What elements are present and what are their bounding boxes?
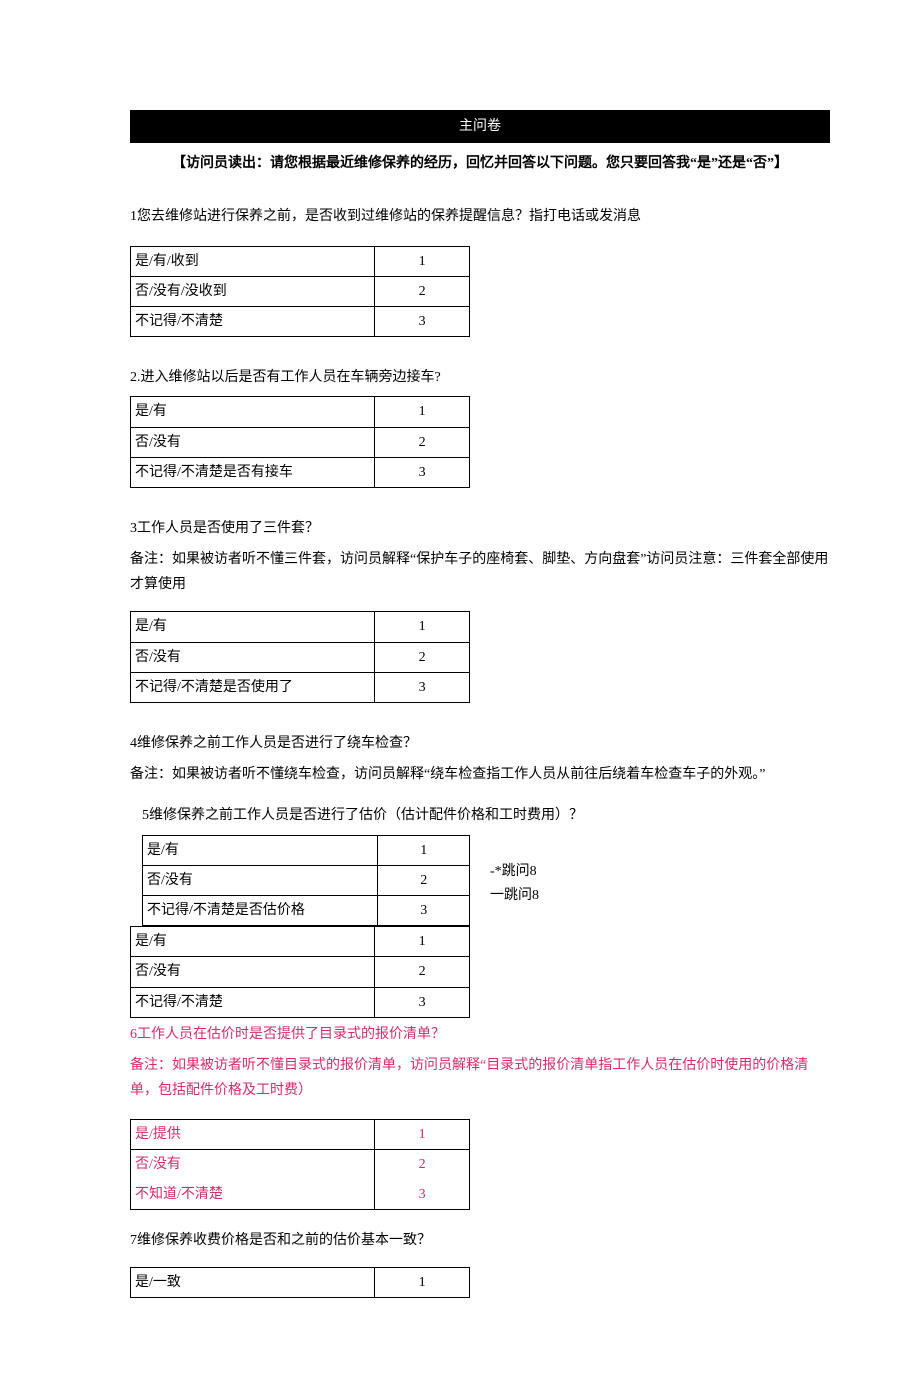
- option-label: 否/没有/没收到: [131, 276, 375, 306]
- q2-text: 2.进入维修站以后是否有工作人员在车辆旁边接车?: [130, 365, 830, 390]
- table-row: 是/有 1: [131, 927, 470, 957]
- intro-text: 【访问员读出：请您根据最近维修保养的经历，回忆并回答以下问题。您只要回答我“是”…: [130, 151, 830, 176]
- option-label: 不知道/不清楚: [131, 1180, 375, 1210]
- option-code: 3: [378, 895, 470, 925]
- table-row: 否/没有 2: [131, 957, 470, 987]
- q4-note: 备注：如果被访者听不懂绕车检查，访问员解释“绕车检查指工作人员从前往后绕着车检查…: [130, 762, 830, 787]
- table-row: 不记得/不清楚 3: [131, 987, 470, 1017]
- option-code: 1: [375, 927, 470, 957]
- table-row: 否/没有 2: [131, 1150, 470, 1180]
- q6-note: 备注：如果被访者听不懂目录式的报价清单，访问员解释“目录式的报价清单指工作人员在…: [130, 1053, 830, 1103]
- table-row: 不记得/不清楚是否有接车 3: [131, 457, 470, 487]
- q4-text: 4维修保养之前工作人员是否进行了绕车检查？: [130, 731, 830, 756]
- q1-options-table: 是/有/收到 1 否/没有/没收到 2 不记得/不清楚 3: [130, 246, 470, 338]
- option-code: 2: [375, 957, 470, 987]
- option-code: 2: [375, 427, 470, 457]
- option-code: 2: [375, 1150, 470, 1180]
- option-code: 1: [375, 397, 470, 427]
- table-row: 是/提供 1: [131, 1120, 470, 1150]
- option-label: 否/没有: [131, 957, 375, 987]
- option-label: 不记得/不清楚是否估价格: [143, 895, 378, 925]
- table-row: 不知道/不清楚 3: [131, 1180, 470, 1210]
- q1-text: 1您去维修站进行保养之前，是否收到过维修站的保养提醒信息？指打电话或发消息: [130, 204, 830, 229]
- option-code: 2: [375, 276, 470, 306]
- option-label: 不记得/不清楚是否使用了: [131, 672, 375, 702]
- option-code: 2: [375, 642, 470, 672]
- option-label: 否/没有: [131, 427, 375, 457]
- option-label: 否/没有: [131, 1150, 375, 1180]
- table-row: 否/没有 2: [131, 427, 470, 457]
- q5-options-table-a: 是/有 1 否/没有 2 不记得/不清楚是否估价格 3: [142, 835, 470, 927]
- q3-note: 备注：如果被访者听不懂三件套，访问员解释“保护车子的座椅套、脚垫、方向盘套”访问…: [130, 547, 830, 597]
- table-row: 否/没有 2: [143, 865, 470, 895]
- title-text: 主问卷: [459, 119, 501, 134]
- q6-options-table: 是/提供 1 否/没有 2 不知道/不清楚 3: [130, 1119, 470, 1210]
- option-code: 3: [375, 1180, 470, 1210]
- table-row: 不记得/不清楚是否估价格 3: [143, 895, 470, 925]
- q7-options-table: 是/一致 1: [130, 1267, 470, 1298]
- option-code: 1: [375, 1268, 470, 1298]
- option-label: 否/没有: [143, 865, 378, 895]
- table-row: 否/没有 2: [131, 642, 470, 672]
- table-row: 是/有 1: [143, 835, 470, 865]
- option-label: 是/提供: [131, 1120, 375, 1150]
- title-bar: 主问卷: [130, 110, 830, 143]
- option-code: 3: [375, 987, 470, 1017]
- option-code: 3: [375, 457, 470, 487]
- option-label: 是/有/收到: [131, 246, 375, 276]
- option-label: 不记得/不清楚: [131, 987, 375, 1017]
- table-row: 不记得/不清楚 3: [131, 306, 470, 336]
- skip-note-1: -*跳问8: [490, 859, 537, 884]
- option-code: 3: [375, 672, 470, 702]
- q2-options-table: 是/有 1 否/没有 2 不记得/不清楚是否有接车 3: [130, 396, 470, 488]
- option-code: 3: [375, 306, 470, 336]
- table-row: 不记得/不清楚是否使用了 3: [131, 672, 470, 702]
- table-row: 是/有/收到 1: [131, 246, 470, 276]
- q5-wrapper: 是/有 1 否/没有 2 不记得/不清楚是否估价格 3 -*跳问8 一跳问8: [130, 835, 830, 927]
- table-row: 否/没有/没收到 2: [131, 276, 470, 306]
- q6-text: 6工作人员在估价时是否提供了目录式的报价清单？: [130, 1022, 830, 1047]
- option-label: 是/有: [131, 397, 375, 427]
- skip-note-2: 一跳问8: [490, 883, 539, 908]
- option-label: 是/有: [143, 835, 378, 865]
- option-code: 1: [375, 612, 470, 642]
- q3-options-table: 是/有 1 否/没有 2 不记得/不清楚是否使用了 3: [130, 611, 470, 703]
- option-label: 不记得/不清楚是否有接车: [131, 457, 375, 487]
- option-label: 是/一致: [131, 1268, 375, 1298]
- option-label: 是/有: [131, 612, 375, 642]
- table-row: 是/一致 1: [131, 1268, 470, 1298]
- table-row: 是/有 1: [131, 397, 470, 427]
- q5-text: 5维修保养之前工作人员是否进行了估价（估计配件价格和工时费用）？: [130, 803, 830, 828]
- q5-options-table-b: 是/有 1 否/没有 2 不记得/不清楚 3: [130, 926, 470, 1018]
- option-label: 是/有: [131, 927, 375, 957]
- q3-text: 3工作人员是否使用了三件套？: [130, 516, 830, 541]
- table-row: 是/有 1: [131, 612, 470, 642]
- option-code: 1: [378, 835, 470, 865]
- option-label: 不记得/不清楚: [131, 306, 375, 336]
- option-code: 2: [378, 865, 470, 895]
- option-code: 1: [375, 1120, 470, 1150]
- option-code: 1: [375, 246, 470, 276]
- option-label: 否/没有: [131, 642, 375, 672]
- q7-text: 7维修保养收费价格是否和之前的估价基本一致？: [130, 1228, 830, 1253]
